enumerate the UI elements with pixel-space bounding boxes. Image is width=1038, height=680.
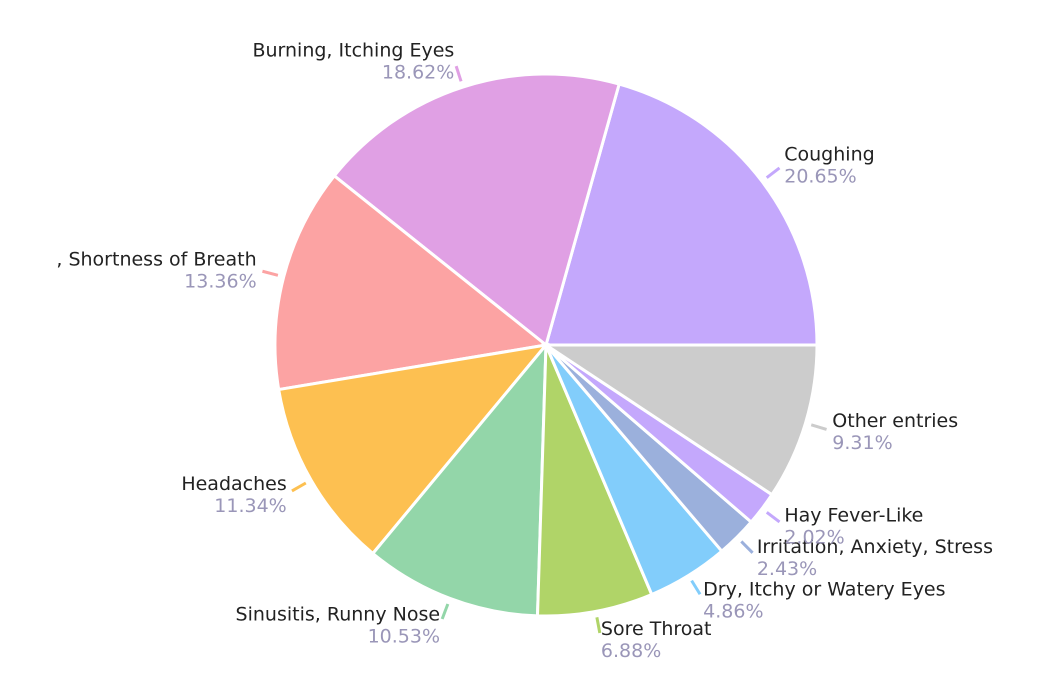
slice-label: Irritation, Anxiety, Stress <box>757 536 993 558</box>
leader-line <box>291 481 307 493</box>
pie-slice <box>535 344 654 618</box>
slice-value-label: 13.36% <box>184 271 256 293</box>
slice-value-label: 6.88% <box>601 640 661 662</box>
slice-value-label: 2.43% <box>757 558 817 580</box>
slice-value-label: 20.65% <box>784 165 856 187</box>
leader-line <box>690 579 702 596</box>
slice-label: Coughing <box>784 143 874 165</box>
slice-label: , Shortness of Breath <box>56 249 256 271</box>
slice-label: Other entries <box>832 410 958 432</box>
leader-line <box>595 617 602 634</box>
leader-line <box>765 166 781 179</box>
pie-slice <box>544 82 819 347</box>
leader-line <box>810 423 827 431</box>
slice-label: Sore Throat <box>601 618 712 640</box>
slice-value-label: 9.31% <box>832 432 892 454</box>
leader-line <box>740 540 754 554</box>
slice-label: Headaches <box>181 473 286 495</box>
leader-line <box>765 511 781 524</box>
slice-value-label: 4.86% <box>703 600 763 622</box>
pie-slice <box>332 72 622 348</box>
slice-value-label: 11.34% <box>214 495 286 517</box>
pie-slice <box>370 340 548 618</box>
slice-label: Dry, Itchy or Watery Eyes <box>703 578 945 600</box>
pie-slice <box>276 342 550 556</box>
leader-line <box>262 269 279 277</box>
slice-label: Sinusitis, Runny Nose <box>236 604 441 626</box>
slice-value-label: 2.02% <box>784 527 844 549</box>
slice-value-label: 18.62% <box>382 61 454 83</box>
slice-label: Hay Fever-Like <box>784 505 923 527</box>
pie-slice <box>541 343 819 497</box>
slice-label: Burning, Itching Eyes <box>252 39 454 61</box>
leader-line <box>454 65 463 82</box>
slice-value-label: 10.53% <box>368 626 440 648</box>
leader-line <box>440 603 450 620</box>
pie-slice <box>273 173 550 392</box>
